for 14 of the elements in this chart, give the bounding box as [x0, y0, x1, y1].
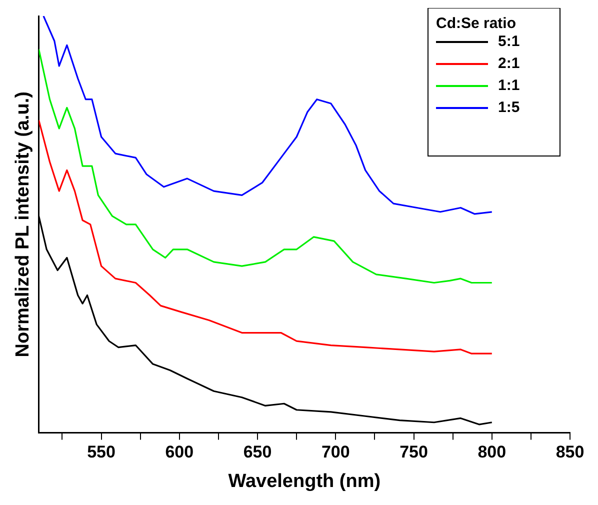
- legend-label: 1:1: [498, 77, 520, 94]
- x-tick-label: 850: [556, 442, 584, 462]
- legend-label: 5:1: [498, 33, 520, 50]
- legend-label: 2:1: [498, 55, 520, 72]
- x-tick-label: 550: [87, 442, 116, 462]
- x-tick-label: 800: [478, 442, 506, 462]
- legend-title: Cd:Se ratio: [436, 15, 516, 32]
- x-tick-label: 600: [165, 442, 194, 462]
- x-axis-title: Wavelength (nm): [228, 470, 381, 492]
- y-axis-title: Normalized PL intensity (a.u.): [12, 92, 34, 358]
- x-tick-label: 650: [243, 442, 272, 462]
- x-tick-label: 700: [321, 442, 350, 462]
- x-tick-label: 750: [400, 442, 428, 462]
- legend-label: 1:5: [498, 99, 520, 116]
